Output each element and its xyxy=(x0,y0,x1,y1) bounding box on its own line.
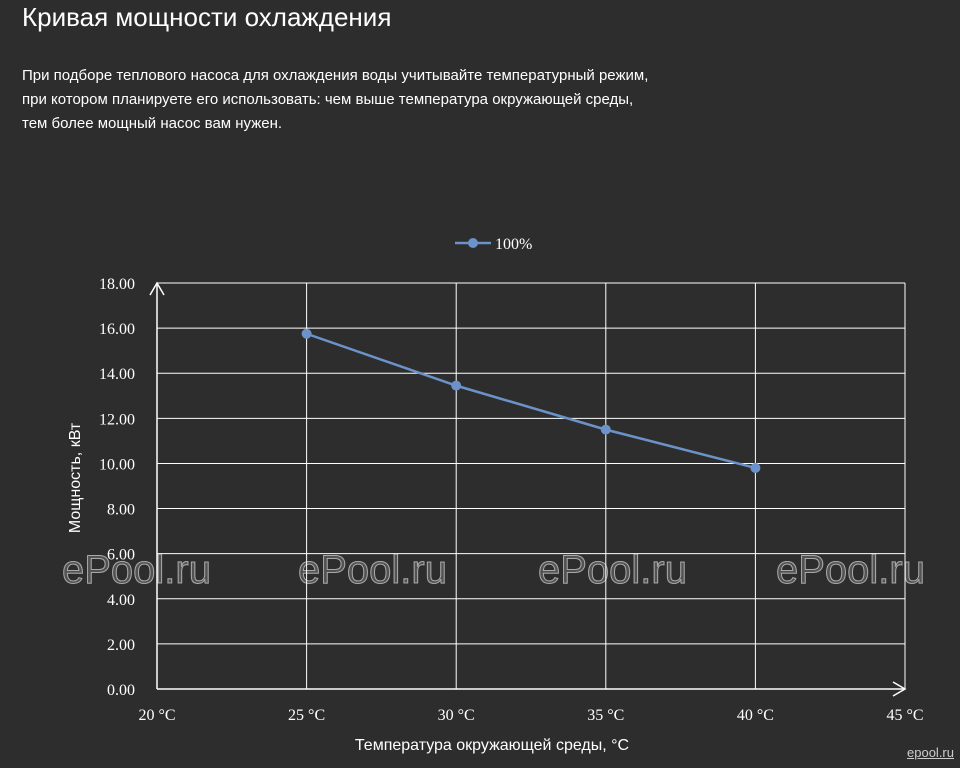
watermark: ePool.ru xyxy=(62,548,212,593)
x-axis-label: Температура окружающей среды, °C xyxy=(355,737,629,754)
watermark: ePool.ru xyxy=(538,548,688,593)
watermark: ePool.ru xyxy=(298,548,448,593)
y-tick-label: 18.00 xyxy=(99,276,135,293)
y-tick-label: 2.00 xyxy=(107,637,135,654)
y-tick-labels: 0.00 2.00 4.00 6.00 8.00 10.00 12.00 14.00 16.00… xyxy=(99,276,135,699)
y-tick-label: 6.00 xyxy=(107,547,135,564)
y-tick-label: 16.00 xyxy=(99,321,135,338)
watermark-small: epool.ru xyxy=(907,745,954,760)
y-axis-arrow xyxy=(149,281,165,296)
description-line: тем более мощный насос вам нужен. xyxy=(22,115,283,132)
axes xyxy=(149,281,907,697)
x-tick-label: 40 °C xyxy=(737,707,774,724)
x-axis-arrow xyxy=(892,681,907,697)
x-tick-label: 30 °C xyxy=(438,707,475,724)
y-tick-label: 12.00 xyxy=(99,411,135,428)
legend-marker xyxy=(468,238,478,248)
y-axis-label: Мощность, кВт xyxy=(67,422,84,533)
y-tick-label: 8.00 xyxy=(107,502,135,519)
data-point xyxy=(750,462,761,473)
y-tick-label: 4.00 xyxy=(107,592,135,609)
y-tick-label: 14.00 xyxy=(99,366,135,383)
legend-label: 100% xyxy=(495,236,532,253)
legend: 100% xyxy=(455,236,532,253)
x-tick-label: 45 °C xyxy=(886,707,923,724)
x-tick-label: 20 °C xyxy=(138,707,175,724)
data-point xyxy=(301,328,312,339)
page-title: Кривая мощности охлаждения xyxy=(22,2,392,32)
grid xyxy=(157,282,906,689)
series-line xyxy=(306,332,756,470)
x-tick-labels: 20 °C 25 °C 30 °C 35 °C 40 °C 45 °C xyxy=(138,707,923,724)
description-line: при котором планируете его использовать:… xyxy=(22,91,634,108)
x-tick-label: 35 °C xyxy=(587,707,624,724)
y-tick-label: 0.00 xyxy=(107,682,135,699)
x-tick-label: 25 °C xyxy=(288,707,325,724)
y-tick-label: 10.00 xyxy=(99,456,135,473)
page-description: При подборе теплового насоса для охлажде… xyxy=(22,64,782,136)
series xyxy=(301,328,761,473)
watermark: ePool.ru xyxy=(776,548,926,593)
description-line: При подборе теплового насоса для охлажде… xyxy=(22,67,649,84)
data-point xyxy=(600,424,611,435)
data-point xyxy=(451,380,462,391)
